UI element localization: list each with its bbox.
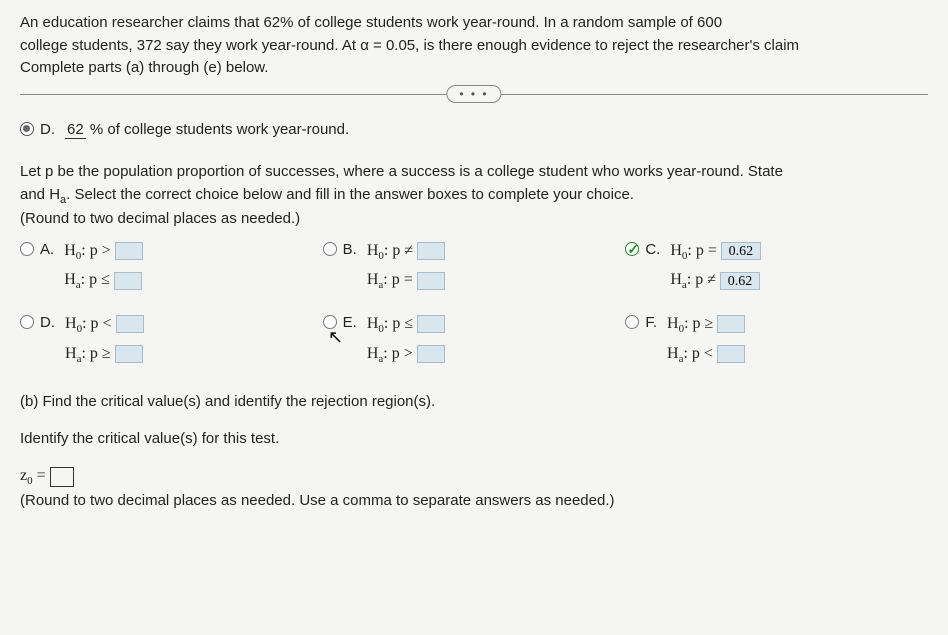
choice-e-label: E. [343, 312, 357, 335]
choice-b-ha-input[interactable] [417, 272, 445, 290]
problem-line-1: An education researcher claims that 62% … [20, 12, 928, 35]
choice-b-h0-input[interactable] [417, 242, 445, 260]
choice-d-ha: Ha: p ≥ [65, 342, 144, 368]
choice-b[interactable]: B. H0: p ≠ Ha: p = [323, 239, 626, 294]
radio-selected-icon [20, 122, 34, 136]
choice-a-h0: H0: p > [64, 239, 143, 265]
choice-b-label: B. [343, 239, 357, 262]
choice-d-label: D. [40, 312, 55, 335]
part-b-title: (b) Find the critical value(s) and ident… [20, 391, 928, 414]
choice-e-ha: Ha: p > [367, 342, 445, 368]
problem-statement: An education researcher claims that 62% … [20, 12, 928, 80]
hypothesis-choices: A. H0: p > Ha: p ≤ B. H0: p ≠ Ha: p = [20, 239, 928, 368]
choice-c-ha-input[interactable]: 0.62 [720, 272, 760, 290]
intro-line-2: and Ha. Select the correct choice below … [20, 184, 928, 209]
choice-c-label: C. [645, 239, 660, 262]
choice-a-h0-input[interactable] [115, 242, 143, 260]
radio-icon [625, 315, 639, 329]
choice-c-h0-input[interactable]: 0.62 [721, 242, 761, 260]
part-b-round-note: (Round to two decimal places as needed. … [20, 490, 928, 513]
option-d-value: 62 [65, 121, 86, 139]
z0-input[interactable] [50, 467, 74, 487]
choice-c-ha: Ha: p ≠ 0.62 [670, 268, 761, 294]
choice-a-ha-input[interactable] [114, 272, 142, 290]
radio-icon [20, 242, 34, 256]
choice-b-h0: H0: p ≠ [367, 239, 445, 265]
intro-line-3: (Round to two decimal places as needed.) [20, 208, 928, 231]
claim-option-d[interactable]: D. 62 % of college students work year-ro… [20, 119, 928, 142]
choice-b-ha: Ha: p = [367, 268, 445, 294]
choice-a[interactable]: A. H0: p > Ha: p ≤ [20, 239, 323, 294]
option-d-label: D. [40, 119, 55, 142]
choice-e-h0: H0: p ≤ [367, 312, 445, 338]
choice-d-h0: H0: p < [65, 312, 144, 338]
hypothesis-intro: Let p be the population proportion of su… [20, 161, 928, 231]
choice-d-h0-input[interactable] [116, 315, 144, 333]
problem-line-2: college students, 372 say they work year… [20, 35, 928, 58]
z0-equation: z0 = [20, 464, 928, 490]
choice-d-ha-input[interactable] [115, 345, 143, 363]
choice-f-ha: Ha: p < [667, 342, 745, 368]
choice-f-ha-input[interactable] [717, 345, 745, 363]
choice-e[interactable]: E. H0: p ≤ Ha: p > [323, 312, 626, 367]
choice-c[interactable]: C. H0: p = 0.62 Ha: p ≠ 0.62 [625, 239, 928, 294]
choice-a-label: A. [40, 239, 54, 262]
choice-f-h0-input[interactable] [717, 315, 745, 333]
radio-icon [323, 242, 337, 256]
choice-a-ha: Ha: p ≤ [64, 268, 143, 294]
choice-f-h0: H0: p ≥ [667, 312, 745, 338]
part-b-section: (b) Find the critical value(s) and ident… [20, 391, 928, 512]
radio-icon [323, 315, 337, 329]
choice-d[interactable]: D. H0: p < Ha: p ≥ [20, 312, 323, 367]
intro-line-1: Let p be the population proportion of su… [20, 161, 928, 184]
option-d-suffix: % of college students work year-round. [90, 121, 349, 138]
choice-e-h0-input[interactable] [417, 315, 445, 333]
choice-f-label: F. [645, 312, 657, 335]
part-b-identify: Identify the critical value(s) for this … [20, 428, 928, 451]
radio-icon [20, 315, 34, 329]
choice-c-h0: H0: p = 0.62 [670, 239, 761, 265]
expand-ellipsis-button[interactable]: • • • [446, 85, 501, 103]
choice-f[interactable]: F. H0: p ≥ Ha: p < [625, 312, 928, 367]
choice-e-ha-input[interactable] [417, 345, 445, 363]
radio-checked-icon [625, 242, 639, 256]
problem-line-3: Complete parts (a) through (e) below. [20, 57, 928, 80]
